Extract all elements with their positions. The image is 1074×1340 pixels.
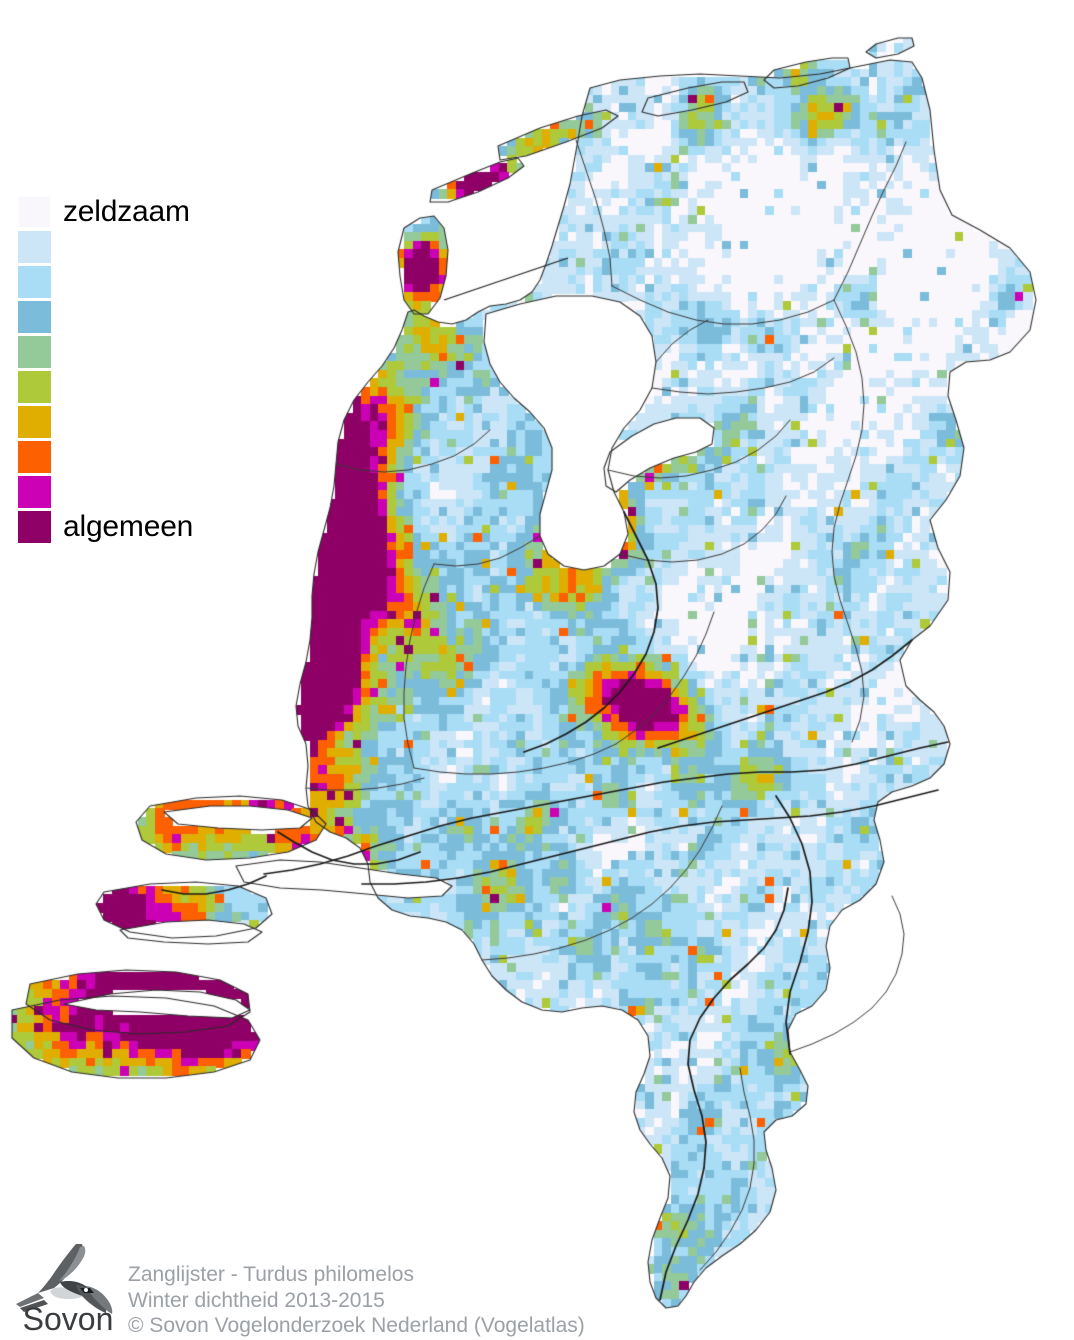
- legend-row-2: [18, 231, 248, 263]
- legend-row-9: [18, 476, 248, 508]
- legend-swatch-2: [18, 231, 51, 263]
- legend-row-4: [18, 301, 248, 333]
- legend-row-10: algemeen: [18, 511, 248, 543]
- legend-swatch-1: [18, 196, 51, 228]
- footer-copyright: © Sovon Vogelonderzoek Nederland (Vogela…: [128, 1314, 585, 1337]
- legend-row-3: [18, 266, 248, 298]
- swallow-icon: [16, 1244, 113, 1314]
- legend-row-7: [18, 406, 248, 438]
- sovon-logo: Sovon: [16, 1244, 114, 1336]
- sovon-wordmark: Sovon: [23, 1301, 114, 1336]
- legend-swatch-5: [18, 336, 51, 368]
- legend-label-low: zeldzaam: [63, 195, 190, 228]
- legend-row-6: [18, 371, 248, 403]
- legend-swatch-9: [18, 476, 51, 508]
- legend-swatch-3: [18, 266, 51, 298]
- footer-subject: Winter dichtheid 2013-2015: [128, 1288, 385, 1312]
- footer-species: Zanglijster - Turdus philomelos: [128, 1263, 414, 1286]
- footer-caption: Zanglijster - Turdus philomelos Winter d…: [128, 1262, 585, 1339]
- legend-swatch-10: [18, 511, 51, 543]
- density-legend: zeldzaam algemeen: [18, 196, 248, 546]
- legend-swatch-6: [18, 371, 51, 403]
- footer: Sovon Zanglijster - Turdus philomelos Wi…: [0, 1230, 1074, 1340]
- legend-label-high: algemeen: [63, 510, 194, 543]
- legend-row-5: [18, 336, 248, 368]
- legend-row-8: [18, 441, 248, 473]
- legend-swatch-8: [18, 441, 51, 473]
- legend-swatch-4: [18, 301, 51, 333]
- legend-row-1: zeldzaam: [18, 196, 248, 228]
- legend-swatch-7: [18, 406, 51, 438]
